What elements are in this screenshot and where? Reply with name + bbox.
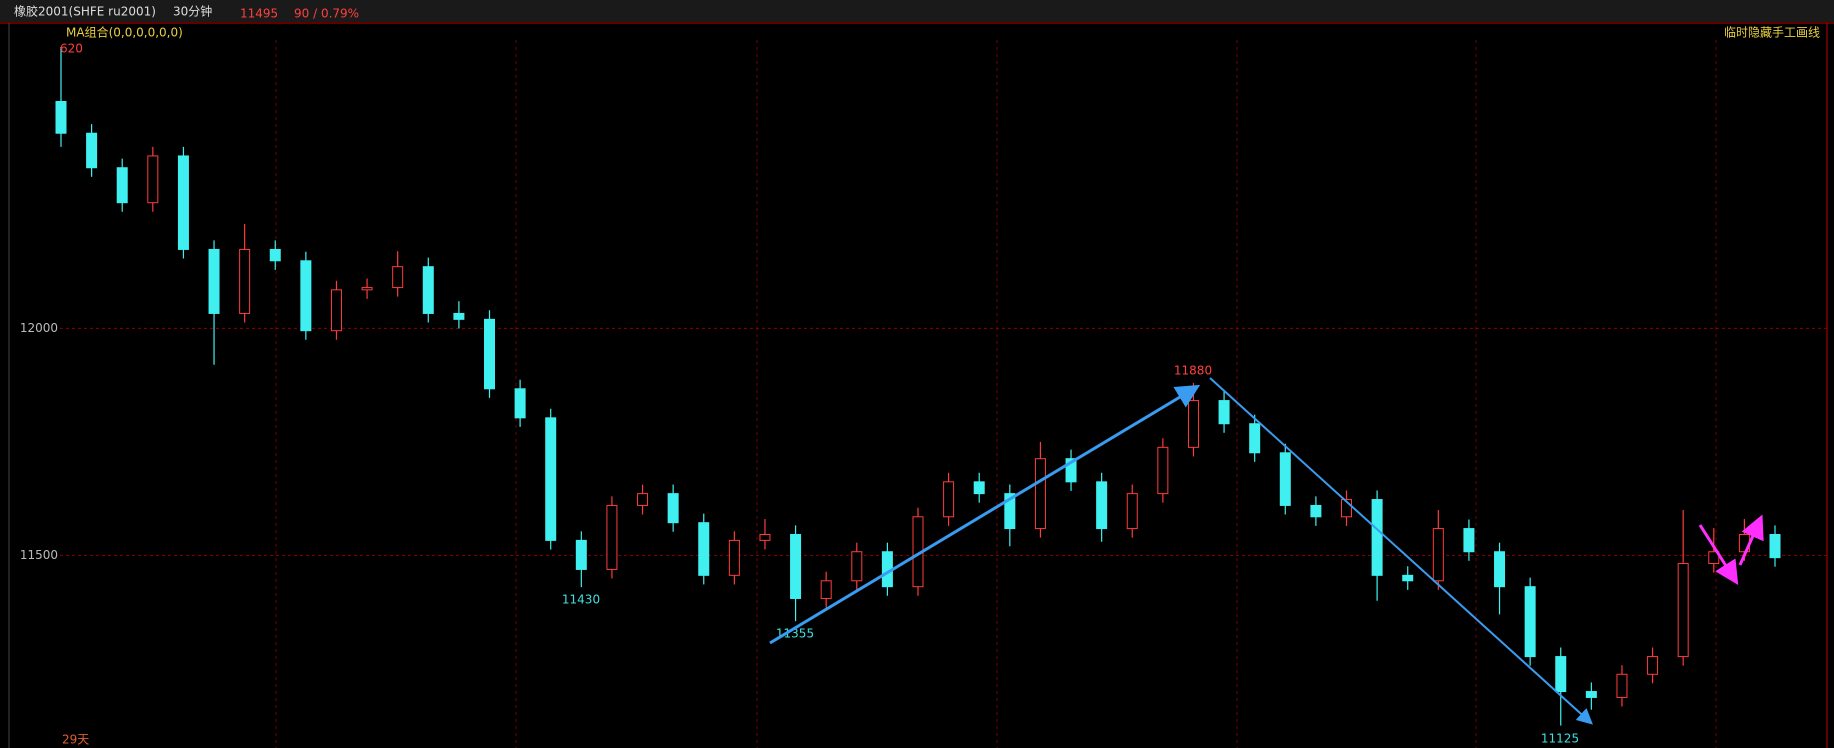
indicator[interactable]: MA组合(0,0,0,0,0,0) [66,25,183,40]
y-tick-label: 12000 [20,321,58,335]
candle-body [514,388,526,419]
hide-drawings[interactable]: 临时隐藏手工画线 [1724,26,1820,40]
candle-body [1769,533,1781,559]
candle-body [453,312,465,320]
candle-body [1126,493,1138,530]
candle-body [1463,528,1475,553]
candle-body [422,266,434,314]
candle-body [1555,656,1567,693]
last-price: 11495 [240,7,278,21]
candle-body [1402,574,1414,582]
candle-body [1310,504,1322,518]
candle-body [1524,586,1536,658]
trend-arrow[interactable] [1698,524,1739,586]
candle-body [1371,499,1383,576]
candle-body [667,493,679,524]
candle-body [1494,551,1506,588]
annotation: 11125 [1541,732,1579,746]
v-grid [275,40,1717,748]
trend-arrow[interactable] [769,384,1201,645]
candle-body [1187,400,1199,448]
candle-body [300,260,312,332]
candle-body [116,167,128,204]
candle-body [55,100,67,134]
candle-body [86,132,98,169]
annotation: 11355 [776,627,814,641]
candle-body [1616,673,1628,698]
toolbar [0,0,1834,22]
candle-body [1341,499,1352,518]
candle-body [1677,563,1689,658]
trend-arrow[interactable] [1209,377,1593,725]
candle-body [759,533,771,541]
candle-body [1096,481,1108,530]
y-tick-label: 11500 [20,548,58,562]
candle-body [790,533,802,599]
candle-body [637,493,649,506]
annotation: 11880 [1174,364,1212,378]
annotation: 11430 [562,593,600,607]
candle-body [1708,551,1720,565]
candle-body [606,504,618,570]
candle-body [392,266,404,289]
candle-body [728,539,740,576]
candle-body [1065,458,1077,483]
candle-body [851,551,863,582]
candle-body [147,155,159,204]
candle-body [1218,400,1230,425]
candle-body [208,248,220,314]
candle-body [545,417,557,541]
candle-body [943,481,955,518]
candle-body [1004,493,1016,530]
candle-body [484,318,495,390]
candle-body [1432,528,1444,582]
change: 90 / 0.79% [294,7,359,21]
candle-body [1647,656,1659,675]
candle-body [575,539,587,570]
range-label: 29天 [62,733,89,747]
trend-arrow[interactable] [1738,514,1764,566]
annotation: 620 [60,42,83,56]
period[interactable]: 30分钟 [173,4,212,19]
candle-body [1249,423,1261,454]
candle-body [820,580,832,599]
candle-body [1157,446,1169,495]
candle-body [1034,458,1046,530]
instrument[interactable]: 橡胶2001(SHFE ru2001) [14,4,156,19]
candle-body [698,522,710,576]
candle-body [330,289,342,332]
candle-body [1585,691,1597,698]
candle-body [1279,452,1291,506]
candle-body [269,248,281,262]
candle-body [239,248,251,314]
candle-body [973,481,985,495]
candle-body [177,155,189,250]
candle-body [361,287,373,291]
